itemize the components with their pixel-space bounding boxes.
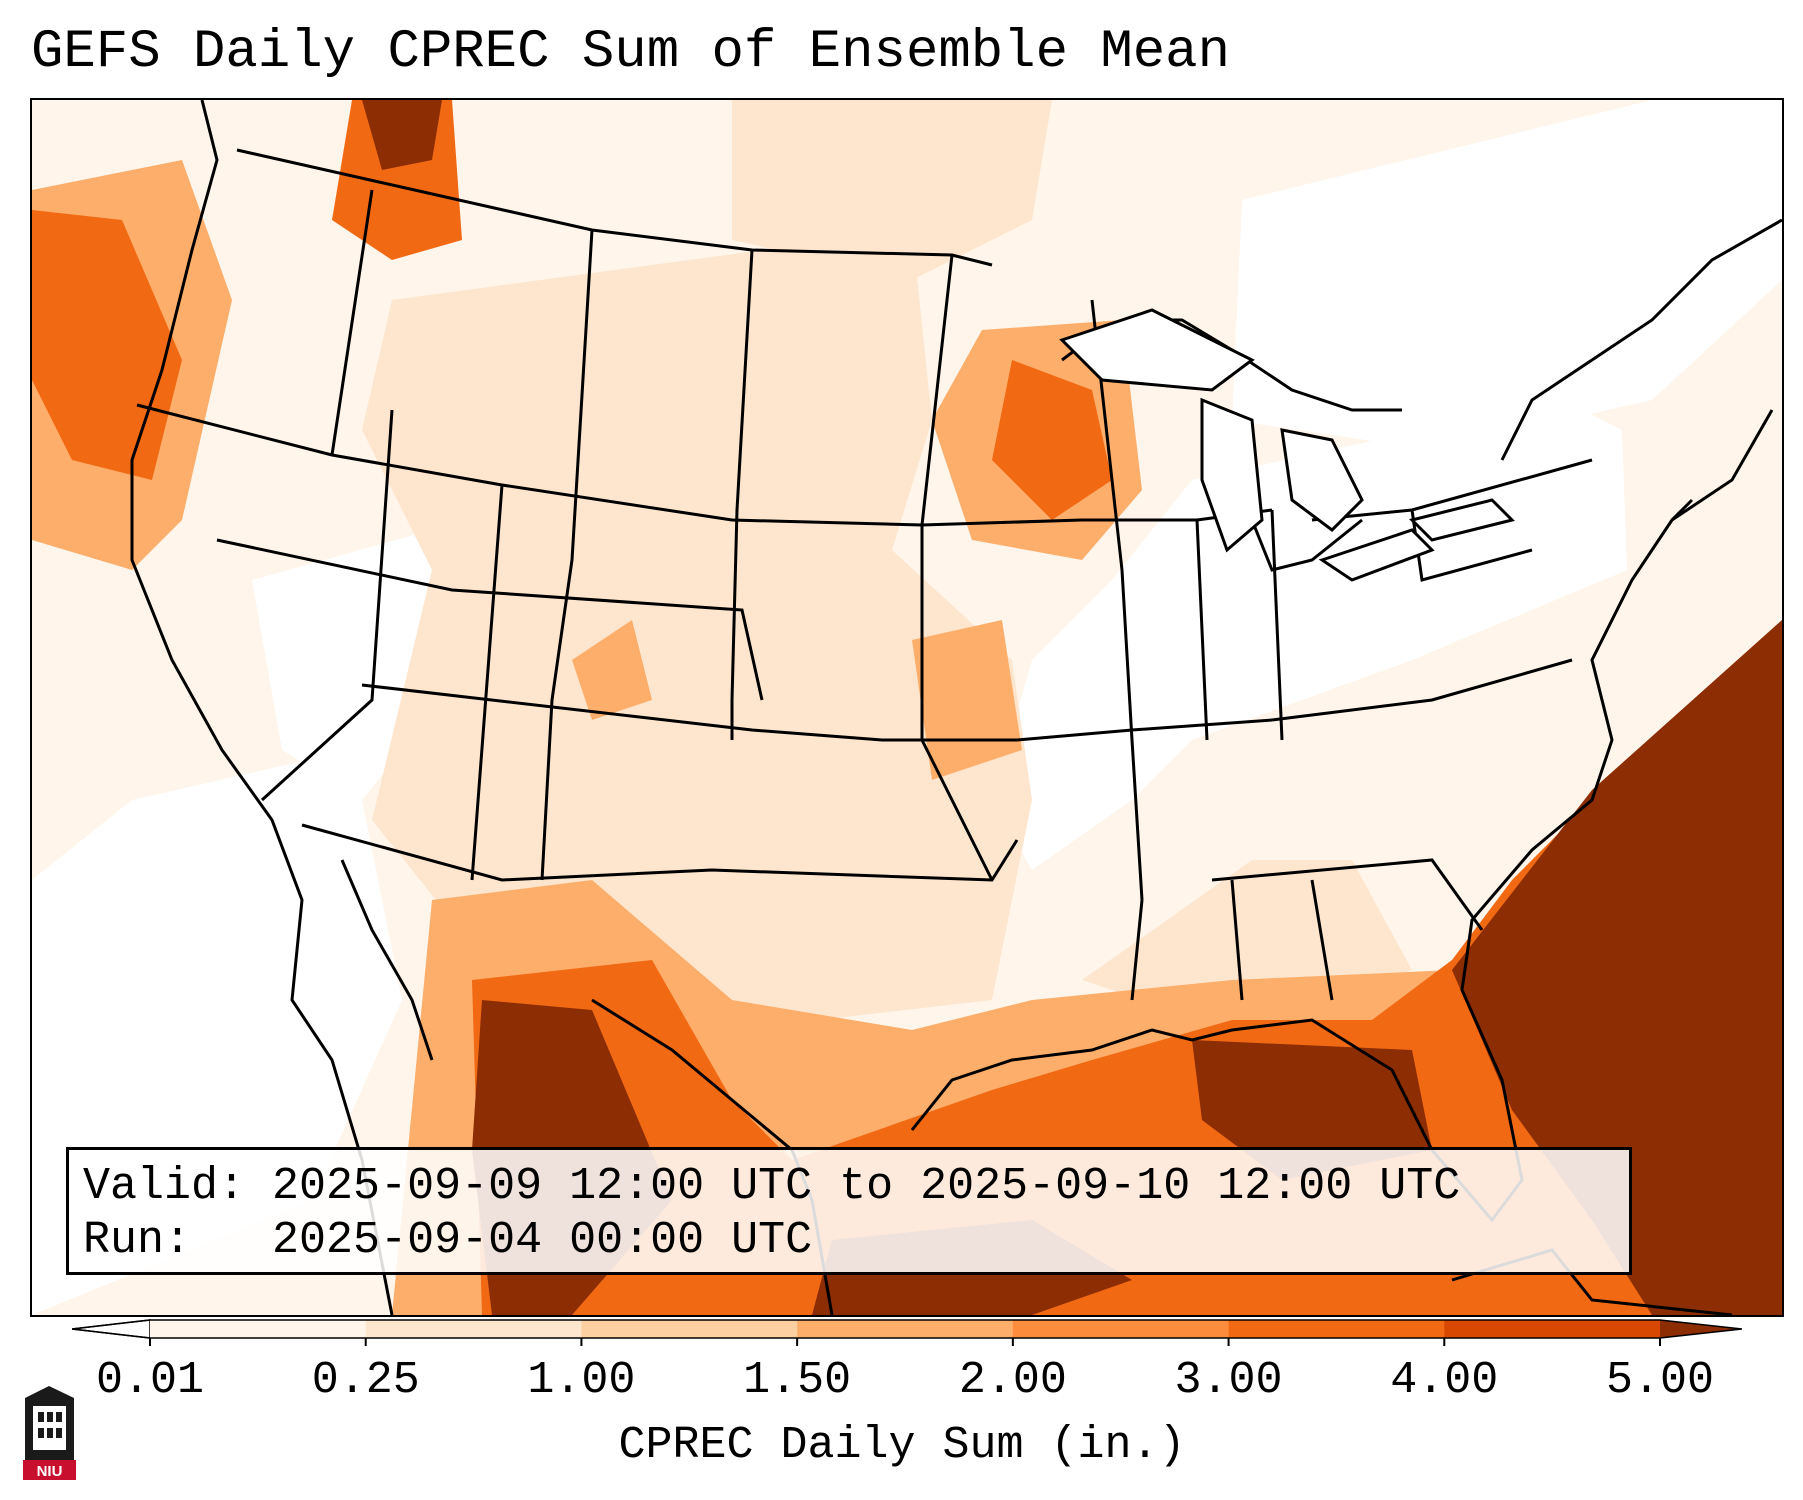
- colorbar-label: CPREC Daily Sum (in.): [618, 1420, 1186, 1471]
- run-label: Run:: [83, 1215, 192, 1266]
- colorbar-tick-label: 1.00: [527, 1355, 636, 1406]
- colorbar-segment: [365, 1320, 582, 1338]
- colorbar-segment: [797, 1320, 1014, 1338]
- colorbar-segment: [1228, 1320, 1445, 1338]
- map-canvas: [32, 100, 1782, 1315]
- run-time-line: Run: 2025-09-04 00:00 UTC: [83, 1214, 1629, 1268]
- colorbar-segments: [72, 1319, 1742, 1339]
- colorbar: [72, 1319, 1742, 1346]
- colorbar-segment: [581, 1320, 798, 1338]
- valid-label: Valid:: [83, 1161, 246, 1212]
- colorbar-tick-label: 3.00: [1174, 1355, 1283, 1406]
- logo-text: NIU: [37, 1463, 63, 1480]
- university-tower-icon: NIU: [23, 1386, 76, 1480]
- valid-time-line: Valid: 2025-09-09 12:00 UTC to 2025-09-1…: [83, 1160, 1629, 1214]
- colorbar-tick-label: 1.50: [743, 1355, 852, 1406]
- colorbar-segment: [1012, 1320, 1230, 1338]
- run-value: 2025-09-04 00:00 UTC: [272, 1215, 813, 1266]
- colorbar-tick-label: 4.00: [1390, 1355, 1499, 1406]
- map-title: GEFS Daily CPREC Sum of Ensemble Mean: [31, 22, 1230, 83]
- valid-run-info-box: Valid: 2025-09-09 12:00 UTC to 2025-09-1…: [66, 1147, 1632, 1275]
- colorbar-over-arrow: [1660, 1320, 1742, 1338]
- colorbar-under-arrow: [72, 1319, 151, 1339]
- valid-value: 2025-09-09 12:00 UTC to 2025-09-10 12:00…: [272, 1161, 1461, 1212]
- great-lakes: [1059, 308, 1515, 582]
- colorbar-tick-label: 2.00: [958, 1355, 1067, 1406]
- colorbar-segment: [1444, 1320, 1661, 1338]
- colorbar-tick-label: 5.00: [1605, 1355, 1715, 1406]
- colorbar-ticks: [149, 1338, 1661, 1346]
- colorbar-segment: [150, 1320, 367, 1338]
- precipitation-map[interactable]: [30, 98, 1784, 1317]
- colorbar-tick-label: 0.25: [311, 1355, 420, 1406]
- colorbar-tick-label: 0.01: [95, 1355, 205, 1406]
